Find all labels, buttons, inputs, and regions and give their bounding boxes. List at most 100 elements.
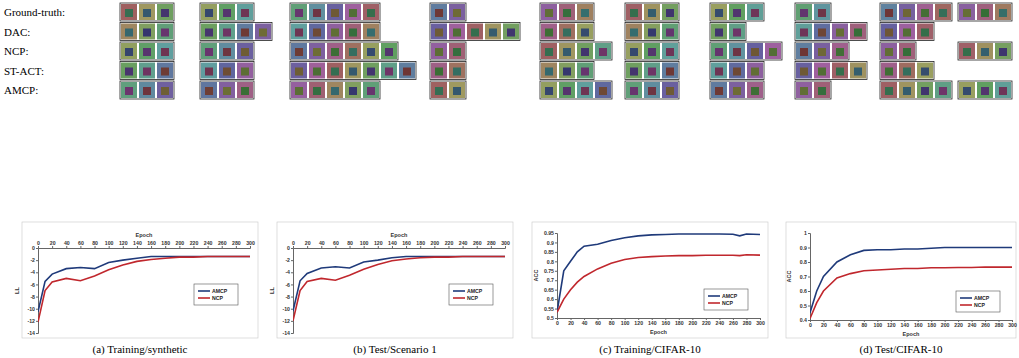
tick: 0.7 xyxy=(800,274,810,280)
thumbnail xyxy=(832,63,848,79)
tick: 0.75 xyxy=(544,268,557,274)
tick: -6 xyxy=(30,282,38,288)
tick: 100 xyxy=(105,240,114,248)
cluster xyxy=(880,3,952,21)
series-line xyxy=(810,267,1012,318)
thumbnail-object xyxy=(885,9,893,17)
tick-label: 280 xyxy=(743,320,752,326)
thumbnail-object xyxy=(648,9,656,17)
tick-label: 220 xyxy=(190,240,199,246)
tick-mark xyxy=(335,246,336,248)
thumbnail xyxy=(577,24,593,40)
tick-mark xyxy=(555,252,557,253)
tick-label: -10 xyxy=(283,306,291,312)
tick: -4 xyxy=(285,269,293,275)
thumbnail xyxy=(850,24,866,40)
thumbnail-object xyxy=(963,87,971,95)
image-grid: Ground-truth:DAC:NCP:ST-ACT:AMCP: xyxy=(4,3,1012,99)
thumbnail xyxy=(157,43,173,59)
thumbnail xyxy=(219,82,235,98)
legend-box xyxy=(449,284,493,305)
thumbnail-object xyxy=(545,29,553,37)
tick-label: 280 xyxy=(995,322,1004,328)
thumbnail-object xyxy=(241,48,249,56)
tick: 160 xyxy=(402,240,411,248)
thumbnail-object xyxy=(599,48,607,56)
thumbnail xyxy=(729,43,745,59)
cluster xyxy=(200,81,254,99)
thumbnail-object xyxy=(241,68,249,76)
tick-label: 220 xyxy=(702,320,711,326)
thumbnail-object xyxy=(885,87,893,95)
thumbnail xyxy=(121,82,137,98)
thumbnail xyxy=(832,43,848,59)
thumbnail xyxy=(711,4,727,20)
tick-mark xyxy=(808,248,810,249)
thumbnail-object xyxy=(981,9,989,17)
thumbnail xyxy=(814,4,830,20)
cluster xyxy=(120,42,174,60)
cluster xyxy=(710,42,782,60)
tick-label: 220 xyxy=(445,240,454,246)
thumbnail xyxy=(662,24,678,40)
thumbnail xyxy=(559,43,575,59)
thumbnail-object xyxy=(545,68,553,76)
x-axis-title: Epoch xyxy=(391,232,408,238)
thumbnail-object xyxy=(223,68,231,76)
tick-mark xyxy=(80,246,81,248)
tick-label: 260 xyxy=(218,240,227,246)
cluster xyxy=(625,23,679,41)
tick-mark xyxy=(291,284,293,285)
tick-mark xyxy=(808,277,810,278)
tick: 20 xyxy=(821,320,827,328)
tick: -8 xyxy=(30,294,38,300)
thumbnail-object xyxy=(349,48,357,56)
cluster xyxy=(795,23,867,41)
cluster-box xyxy=(710,62,764,80)
tick-label: 0.8 xyxy=(800,259,807,265)
tick-label: -12 xyxy=(283,318,291,324)
thumbnail xyxy=(814,82,830,98)
cluster-box xyxy=(290,42,398,60)
tick-label: -10 xyxy=(28,306,36,312)
thumbnail-object xyxy=(367,87,375,95)
tick: 280 xyxy=(995,320,1004,328)
tick-mark xyxy=(52,246,53,248)
tick: 300 xyxy=(756,318,765,326)
cluster xyxy=(625,42,679,60)
thumbnail-object xyxy=(385,48,393,56)
thumbnail xyxy=(644,63,660,79)
cluster xyxy=(625,3,679,21)
thumbnail xyxy=(139,63,155,79)
cluster-box xyxy=(200,3,254,21)
cluster-box xyxy=(290,81,380,99)
tick-mark xyxy=(36,248,38,249)
thumbnail-object xyxy=(921,9,929,17)
cluster-box xyxy=(200,42,254,60)
cluster xyxy=(120,62,174,80)
tick-label: 120 xyxy=(887,322,896,328)
cluster-box xyxy=(795,3,831,21)
thumbnail-object xyxy=(453,29,461,37)
tick: 300 xyxy=(501,240,510,248)
thumbnail xyxy=(541,24,557,40)
thumbnail xyxy=(577,82,593,98)
thumbnail xyxy=(711,63,727,79)
tick-mark xyxy=(477,246,478,248)
thumbnail-object xyxy=(963,9,971,17)
thumbnail-object xyxy=(939,9,947,17)
tick-mark xyxy=(165,246,166,248)
thumbnail xyxy=(626,82,642,98)
tick: -10 xyxy=(283,306,294,312)
tick-label: 0.8 xyxy=(547,258,554,264)
cluster xyxy=(200,62,254,80)
thumbnail-object xyxy=(563,29,571,37)
thumbnail-object xyxy=(331,9,339,17)
tick: -12 xyxy=(28,318,39,324)
tick: -2 xyxy=(285,257,293,263)
thumbnail xyxy=(291,82,307,98)
thumbnail xyxy=(201,82,217,98)
row-label: NCP: xyxy=(4,45,28,57)
legend-swatch xyxy=(198,290,210,292)
thumbnail xyxy=(559,24,575,40)
